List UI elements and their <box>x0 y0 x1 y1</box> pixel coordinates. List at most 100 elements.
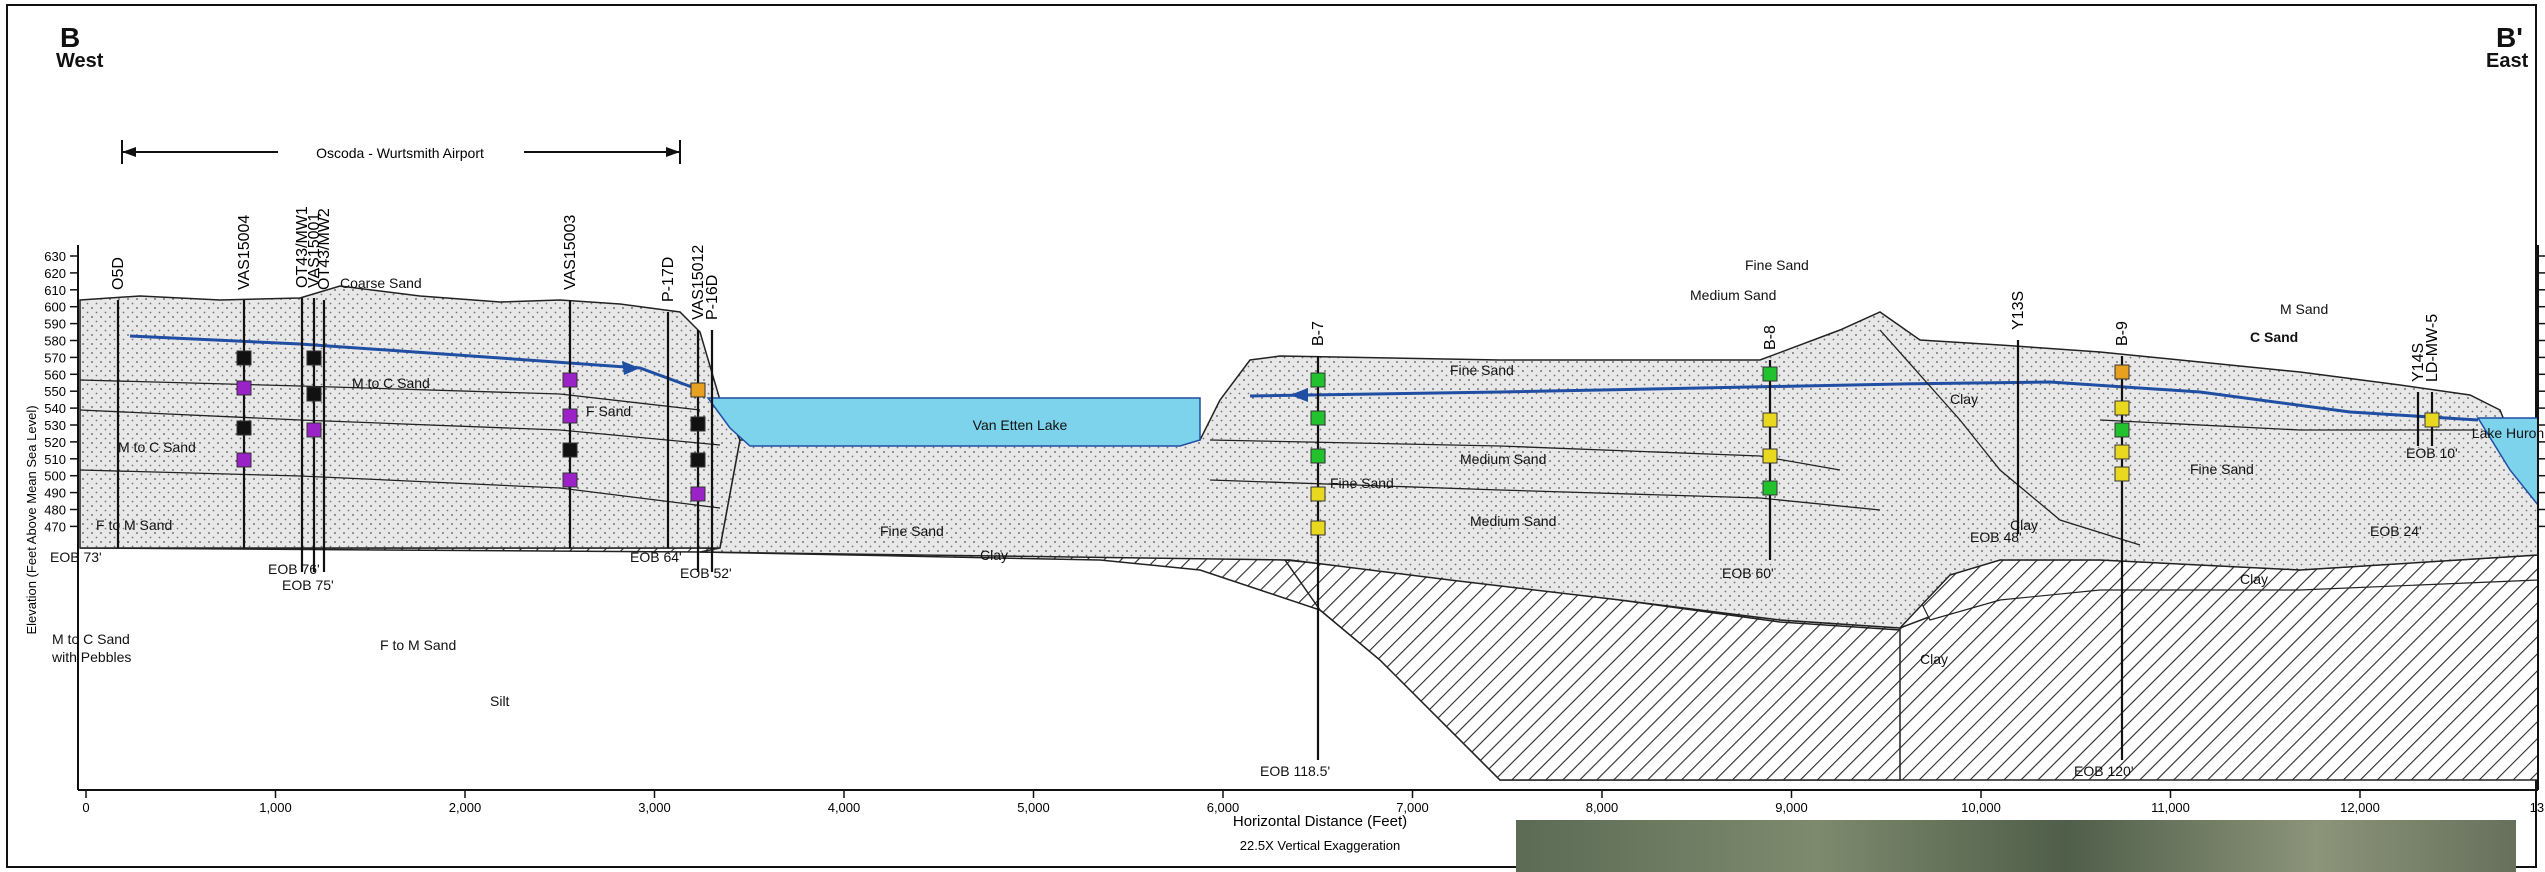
x-tick-label: 7,000 <box>1396 800 1429 815</box>
y-tick-label: 630 <box>44 249 66 264</box>
sample-marker <box>236 380 252 396</box>
eob-p17d: EOB 64' <box>630 549 682 565</box>
y-tick-label: 520 <box>44 435 66 450</box>
y-tick-label: 600 <box>44 300 66 315</box>
eob-b8: EOB 60' <box>1722 565 1774 581</box>
eob-b9: EOB 120' <box>2074 763 2134 779</box>
well-label: VAS15012 <box>690 245 707 320</box>
label-fine-sand-4: Fine Sand <box>2190 461 2254 477</box>
eob-p16d: EOB 52' <box>680 565 732 581</box>
well-label: OT43/MW1 <box>294 206 311 288</box>
y-tick-label: 610 <box>44 283 66 298</box>
sample-marker <box>1310 410 1326 426</box>
section-end-direction: East <box>2486 50 2529 72</box>
flow-arrow-east <box>1290 388 1308 402</box>
section-start-letter: B <box>60 22 81 53</box>
well-label: VAS15001 <box>306 213 323 288</box>
van-etten-lake <box>706 397 1201 447</box>
sample-marker <box>690 452 706 468</box>
well-label: P-17D <box>660 257 677 302</box>
x-tick-label: 2,000 <box>449 800 482 815</box>
sample-marker <box>562 372 578 388</box>
label-f-to-m-sand-1: F to M Sand <box>96 517 172 533</box>
well-label: OT43/MW2 <box>316 208 333 290</box>
y-tick-label: 480 <box>44 503 66 518</box>
label-silt: Silt <box>490 693 510 709</box>
y-tick-label: 540 <box>44 401 66 416</box>
label-clay-1: Clay <box>980 547 1008 563</box>
sample-marker <box>1762 480 1778 496</box>
y-tick-label: 560 <box>44 367 66 382</box>
sample-marker <box>306 386 322 402</box>
y-tick-label: 490 <box>44 486 66 501</box>
eob-b7: EOB 118.5' <box>1260 763 1330 779</box>
sample-marker <box>2114 364 2130 380</box>
well-label: B-8 <box>1762 325 1779 350</box>
x-tick-label: 1,000 <box>259 800 292 815</box>
sample-marker <box>2114 400 2130 416</box>
sample-marker <box>1310 372 1326 388</box>
label-f-sand: F Sand <box>586 403 631 419</box>
layer-contacts <box>79 329 2478 546</box>
sample-marker <box>306 422 322 438</box>
y-tick-label: 590 <box>44 317 66 332</box>
y-tick-label: 500 <box>44 469 66 484</box>
section-start-direction: West <box>56 50 104 72</box>
x-tick-label: 9,000 <box>1775 800 1808 815</box>
site-aerial-photo <box>1516 820 2516 872</box>
label-clay-2: Clay <box>1920 651 1948 667</box>
label-m-to-c-sand-1: M to C Sand <box>352 375 430 391</box>
label-coarse-sand: Coarse Sand <box>340 275 422 291</box>
sample-marker <box>1310 448 1326 464</box>
sample-marker <box>562 408 578 424</box>
x-tick-label: 4,000 <box>828 800 861 815</box>
x-tick-label: 12,000 <box>2340 800 2380 815</box>
sample-marker <box>690 416 706 432</box>
flow-arrow-west <box>622 361 640 375</box>
sample-marker <box>1762 448 1778 464</box>
label-medium-sand-1: Medium Sand <box>1460 451 1546 467</box>
eob-ot43-mw1: EOB 76' <box>268 561 320 577</box>
x-tick-label: 3,000 <box>638 800 671 815</box>
label-m-to-c-pebbles-2: with Pebbles <box>51 649 131 665</box>
label-m-to-c-sand-2: M to C Sand <box>118 439 196 455</box>
label-fine-sand-5: Fine Sand <box>1745 257 1809 273</box>
sample-marker <box>1762 412 1778 428</box>
y-tick-label: 570 <box>44 350 66 365</box>
well-label: VAS15003 <box>562 215 579 290</box>
y-tick-label: 470 <box>44 519 66 534</box>
x-tick-label: 13,000 <box>2530 800 2545 815</box>
sample-marker <box>236 452 252 468</box>
eob-y14s: EOB 24' <box>2370 523 2422 539</box>
y-tick-label: 530 <box>44 418 66 433</box>
sample-marker <box>1310 520 1326 536</box>
label-f-to-m-sand-2: F to M Sand <box>380 637 456 653</box>
x-tick-label: 0 <box>82 800 89 815</box>
sample-marker <box>2424 412 2440 428</box>
label-medium-sand-2: Medium Sand <box>1470 513 1556 529</box>
label-m-to-c-pebbles-1: M to C Sand <box>52 631 130 647</box>
vertical-exaggeration-note: 22.5X Vertical Exaggeration <box>1240 838 1400 853</box>
x-tick-label: 10,000 <box>1961 800 2001 815</box>
well-label: B-7 <box>1310 321 1327 346</box>
y-tick-label: 620 <box>44 266 66 281</box>
sample-marker <box>690 486 706 502</box>
label-fine-sand-1: Fine Sand <box>1450 362 1514 378</box>
label-lake-huron: Lake Huron <box>2472 425 2544 441</box>
eob-o5d: EOB 73' <box>50 549 102 565</box>
label-van-etten-lake: Van Etten Lake <box>973 417 1068 433</box>
x-axis-label: Horizontal Distance (Feet) <box>1233 813 1407 830</box>
airport-extent-line <box>121 140 681 164</box>
sample-marker <box>2114 444 2130 460</box>
x-tick-label: 6,000 <box>1207 800 1240 815</box>
sample-marker <box>690 382 706 398</box>
sample-marker <box>1762 366 1778 382</box>
well-label: O5D <box>110 257 127 290</box>
eob-y13s: EOB 48' <box>1970 529 2022 545</box>
well-label: P-16D <box>704 275 721 320</box>
eob-ldmw5: EOB 10' <box>2406 445 2458 461</box>
y-tick-label: 550 <box>44 384 66 399</box>
well-label: VAS15004 <box>236 215 253 290</box>
